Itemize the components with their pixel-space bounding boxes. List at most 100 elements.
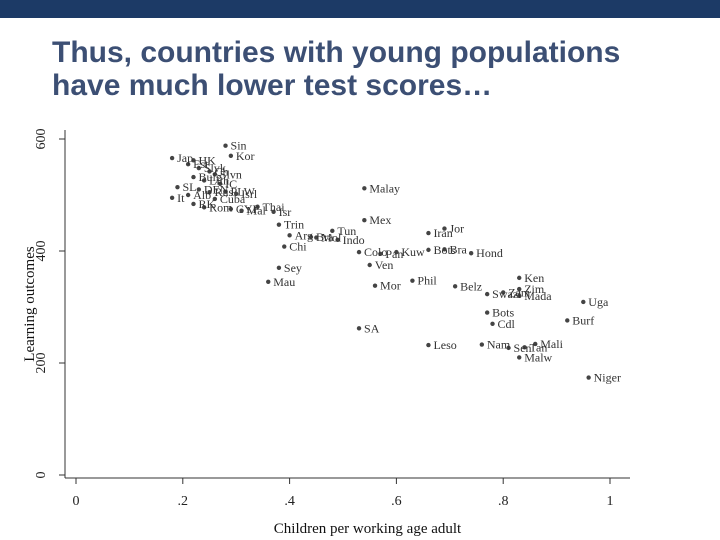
point-label: Kuw (401, 245, 425, 259)
point-label: Mau (273, 275, 295, 289)
data-point (490, 321, 495, 326)
data-point (196, 165, 202, 171)
point-label: Ch (215, 164, 229, 178)
point-label: HK (198, 153, 216, 167)
data-point (426, 230, 431, 236)
point-label: Bots (492, 306, 514, 320)
x-tick-label: 1 (607, 494, 614, 509)
data-point (212, 172, 218, 177)
data-point (314, 235, 319, 240)
point-label: Thai (263, 200, 286, 214)
point-label: Isr (279, 205, 292, 219)
point-label: CYP (236, 202, 260, 216)
data-point (442, 226, 447, 231)
data-point (201, 205, 207, 210)
data-point (356, 326, 362, 331)
chart-points (169, 143, 591, 380)
data-point (223, 189, 228, 194)
data-point (201, 178, 207, 183)
data-point (330, 228, 335, 234)
point-label: Tan (530, 340, 548, 354)
data-point (175, 184, 180, 190)
data-point (239, 208, 244, 213)
x-axis-label: Children per working age adult (274, 521, 462, 537)
data-point (207, 169, 212, 174)
data-point (196, 187, 202, 192)
point-label: Burf (572, 313, 594, 327)
point-label: RK (198, 197, 215, 211)
point-label: SL (182, 180, 196, 194)
chart-ticks: 0 .2 .4 .6 .8 1 0 200 400 600 (34, 129, 614, 510)
point-label: Iran (433, 226, 452, 240)
y-tick-label: 400 (34, 241, 49, 262)
data-point (394, 249, 399, 255)
point-label: Nam (487, 338, 511, 352)
point-label: Rus (215, 185, 234, 199)
data-point (533, 341, 538, 347)
data-point (410, 278, 415, 283)
data-point (169, 195, 175, 200)
point-label: Jor (449, 222, 464, 236)
point-label: Cdl (498, 317, 516, 331)
point-label: Bra (316, 230, 334, 244)
point-label: Uga (588, 295, 609, 309)
point-label: Slvk (204, 161, 226, 175)
data-point (276, 222, 282, 227)
point-label: Phil (417, 274, 437, 288)
top-banner (0, 0, 720, 18)
point-label: Mali (540, 337, 563, 351)
point-label: Zim (524, 282, 545, 296)
point-label: IC (225, 177, 237, 191)
data-point (287, 233, 292, 238)
point-label: Slvn (220, 167, 242, 181)
point-label: Malay (369, 181, 400, 195)
point-label: Swazi (492, 287, 522, 301)
point-label: Sey (284, 261, 302, 275)
data-point (169, 155, 175, 161)
point-label: SA (364, 321, 380, 335)
point-label: Zam (508, 285, 531, 299)
point-label: Isrl (241, 187, 258, 201)
chart-axes (64, 130, 630, 479)
point-label: Pan (385, 247, 403, 261)
data-point (308, 234, 314, 240)
data-point (517, 275, 522, 281)
data-point (479, 342, 485, 347)
data-point (255, 204, 260, 209)
data-point (212, 196, 218, 202)
data-point (452, 284, 458, 289)
point-label: It (177, 191, 185, 205)
data-point (522, 345, 527, 350)
data-point (223, 143, 228, 148)
point-label: Mex (369, 213, 391, 227)
x-tick-label: .8 (498, 494, 509, 509)
data-point (191, 174, 196, 180)
data-point (185, 192, 191, 198)
point-label: Bra (449, 242, 467, 256)
data-point (378, 251, 383, 256)
data-point (228, 206, 234, 212)
data-point (335, 237, 340, 242)
point-label: Belz (460, 279, 482, 293)
point-label: Colo (364, 245, 387, 259)
data-point (506, 345, 511, 351)
data-point (581, 299, 586, 305)
data-point (367, 262, 372, 268)
point-label: Ken (524, 271, 544, 285)
data-point (185, 162, 191, 167)
point-label: Mor (380, 279, 401, 293)
data-point (517, 286, 522, 292)
point-label: Rom (209, 200, 233, 214)
data-point (207, 190, 212, 195)
data-point (362, 218, 367, 223)
x-tick-label: 0 (73, 494, 80, 509)
data-point (484, 291, 490, 297)
data-point (271, 209, 276, 214)
data-point (501, 290, 506, 295)
data-point (191, 158, 196, 163)
point-label: Malw (524, 350, 552, 364)
y-tick-label: 600 (34, 129, 49, 150)
slide-title: Thus, countries with young populations h… (52, 36, 692, 102)
data-point (234, 191, 239, 197)
